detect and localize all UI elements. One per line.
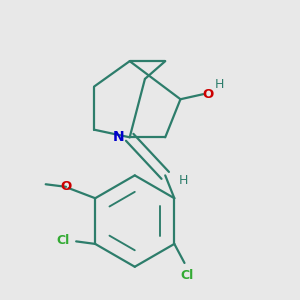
Text: Cl: Cl	[180, 269, 194, 282]
Text: H: H	[215, 77, 224, 91]
Text: H: H	[178, 174, 188, 187]
Text: Cl: Cl	[57, 234, 70, 247]
Text: O: O	[203, 88, 214, 101]
Text: O: O	[60, 180, 72, 193]
Text: N: N	[113, 130, 124, 144]
